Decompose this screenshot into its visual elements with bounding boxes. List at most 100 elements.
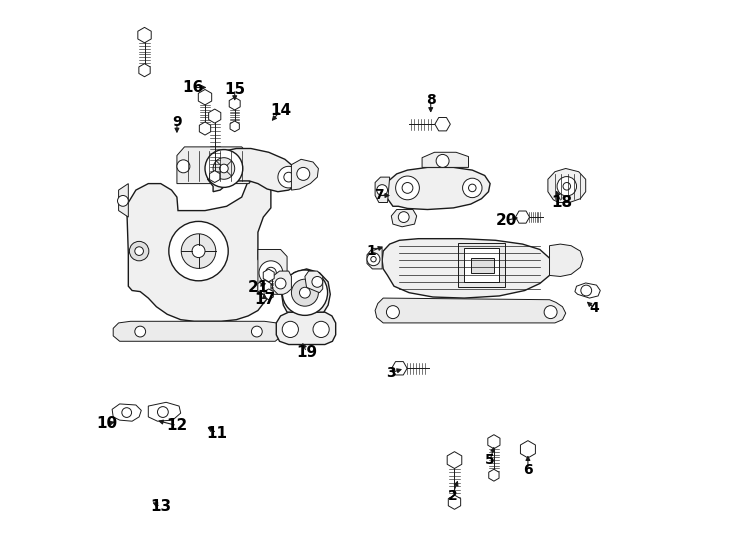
Text: 1: 1 bbox=[366, 244, 377, 258]
Polygon shape bbox=[282, 269, 330, 312]
Circle shape bbox=[117, 195, 128, 206]
Circle shape bbox=[399, 212, 409, 222]
Text: 3: 3 bbox=[387, 366, 396, 380]
Text: 16: 16 bbox=[183, 80, 204, 95]
Circle shape bbox=[396, 176, 419, 200]
Circle shape bbox=[396, 364, 403, 372]
Circle shape bbox=[557, 177, 576, 196]
Circle shape bbox=[544, 306, 557, 319]
Circle shape bbox=[490, 438, 498, 446]
Polygon shape bbox=[548, 168, 586, 202]
Circle shape bbox=[450, 456, 459, 464]
Circle shape bbox=[439, 120, 446, 128]
Polygon shape bbox=[200, 122, 211, 135]
Polygon shape bbox=[148, 402, 181, 421]
Circle shape bbox=[141, 67, 148, 73]
Circle shape bbox=[371, 256, 377, 262]
Text: 7: 7 bbox=[374, 188, 384, 202]
Circle shape bbox=[231, 100, 238, 107]
Circle shape bbox=[265, 272, 272, 279]
Polygon shape bbox=[448, 495, 461, 509]
Circle shape bbox=[201, 93, 209, 102]
Circle shape bbox=[211, 112, 219, 120]
Text: 2: 2 bbox=[448, 489, 457, 503]
Polygon shape bbox=[375, 177, 390, 202]
Polygon shape bbox=[112, 404, 141, 421]
Polygon shape bbox=[272, 271, 291, 294]
Circle shape bbox=[436, 154, 449, 167]
Polygon shape bbox=[422, 152, 468, 167]
Polygon shape bbox=[208, 148, 299, 192]
Circle shape bbox=[181, 234, 216, 268]
Polygon shape bbox=[367, 248, 382, 269]
Circle shape bbox=[140, 31, 149, 39]
Circle shape bbox=[581, 285, 592, 296]
Circle shape bbox=[135, 326, 145, 337]
Text: 11: 11 bbox=[206, 426, 228, 441]
Circle shape bbox=[135, 247, 143, 255]
Circle shape bbox=[282, 321, 299, 338]
Polygon shape bbox=[447, 451, 462, 469]
Circle shape bbox=[278, 166, 299, 188]
Polygon shape bbox=[210, 171, 220, 183]
Polygon shape bbox=[520, 441, 535, 458]
Text: 9: 9 bbox=[172, 114, 182, 129]
Polygon shape bbox=[230, 121, 239, 132]
Polygon shape bbox=[264, 289, 273, 300]
Circle shape bbox=[266, 292, 272, 297]
Text: 13: 13 bbox=[150, 499, 171, 514]
Polygon shape bbox=[264, 269, 275, 282]
Circle shape bbox=[158, 407, 168, 417]
Circle shape bbox=[205, 150, 243, 187]
Circle shape bbox=[523, 444, 533, 454]
Polygon shape bbox=[177, 147, 250, 184]
Polygon shape bbox=[198, 90, 211, 105]
Polygon shape bbox=[470, 258, 494, 273]
Polygon shape bbox=[127, 178, 271, 321]
Polygon shape bbox=[305, 271, 323, 293]
Circle shape bbox=[297, 167, 310, 180]
Circle shape bbox=[252, 326, 262, 337]
Polygon shape bbox=[488, 435, 500, 449]
Polygon shape bbox=[139, 64, 150, 77]
Text: 14: 14 bbox=[270, 103, 291, 118]
Polygon shape bbox=[113, 321, 282, 341]
Text: 8: 8 bbox=[426, 93, 435, 107]
Text: 5: 5 bbox=[485, 453, 495, 467]
Circle shape bbox=[299, 287, 310, 298]
Polygon shape bbox=[550, 244, 583, 276]
Polygon shape bbox=[391, 210, 417, 227]
Polygon shape bbox=[258, 280, 271, 295]
Polygon shape bbox=[208, 109, 221, 123]
Polygon shape bbox=[489, 469, 499, 481]
Polygon shape bbox=[375, 298, 566, 323]
Polygon shape bbox=[258, 249, 287, 294]
Text: 21: 21 bbox=[247, 280, 269, 295]
Circle shape bbox=[291, 279, 319, 306]
Text: 18: 18 bbox=[550, 195, 572, 210]
Text: 20: 20 bbox=[495, 213, 517, 228]
Circle shape bbox=[275, 278, 286, 289]
Circle shape bbox=[519, 214, 526, 221]
Circle shape bbox=[236, 160, 250, 173]
Circle shape bbox=[313, 321, 330, 338]
Circle shape bbox=[129, 241, 149, 261]
Circle shape bbox=[232, 124, 237, 129]
Circle shape bbox=[261, 283, 269, 292]
Text: 6: 6 bbox=[523, 463, 533, 477]
Circle shape bbox=[468, 184, 476, 192]
Circle shape bbox=[192, 245, 205, 258]
Polygon shape bbox=[386, 167, 490, 210]
Circle shape bbox=[462, 178, 482, 198]
Circle shape bbox=[202, 125, 208, 132]
Text: 10: 10 bbox=[96, 416, 117, 431]
Polygon shape bbox=[458, 243, 505, 287]
Circle shape bbox=[259, 261, 283, 285]
Polygon shape bbox=[119, 184, 128, 217]
Polygon shape bbox=[435, 118, 451, 131]
Text: 4: 4 bbox=[589, 301, 599, 315]
Polygon shape bbox=[382, 239, 552, 298]
Circle shape bbox=[386, 306, 399, 319]
Circle shape bbox=[219, 164, 228, 173]
Circle shape bbox=[284, 172, 294, 182]
